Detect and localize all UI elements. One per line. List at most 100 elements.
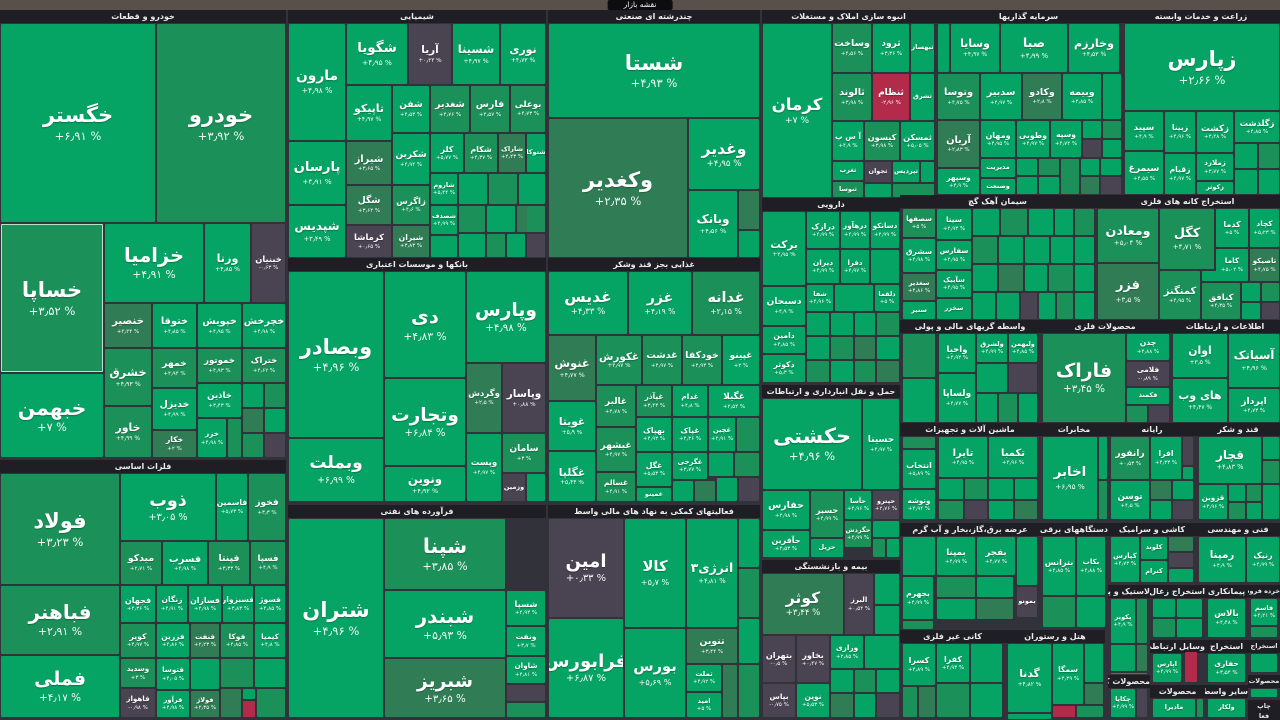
stock-tile[interactable]: وپست +۴٫۹۷ %	[467, 434, 501, 501]
stock-tile[interactable]: واحیا +۴٫۹۳ %	[939, 334, 975, 372]
stock-tile[interactable]: شپنا +۳٫۸۵ %	[385, 519, 505, 589]
stock-tile[interactable]: دامین +۴٫۸۵ %	[763, 327, 805, 353]
stock-tile[interactable]: شسپا +۴٫۹۳ %	[507, 591, 545, 625]
stock-tile[interactable]: شگل +۳٫۶۴ %	[347, 186, 391, 224]
filler-tile[interactable]	[903, 687, 917, 717]
stock-tile[interactable]: سنیر	[903, 302, 935, 319]
filler-tile[interactable]	[191, 659, 219, 689]
filler-tile[interactable]	[855, 694, 875, 717]
stock-tile[interactable]: فسرب +۴٫۹۸ %	[163, 542, 207, 584]
filler-tile[interactable]	[1137, 689, 1147, 717]
stock-tile[interactable]: ثشرق	[911, 74, 934, 120]
filler-tile[interactable]	[871, 250, 899, 283]
stock-tile[interactable]: شبریز +۳٫۶۵ %	[385, 659, 505, 717]
filler-tile[interactable]	[865, 184, 891, 197]
stock-tile[interactable]: بپاس -۰٫۷۵ %	[763, 684, 795, 717]
filler-tile[interactable]	[1153, 619, 1175, 637]
filler-tile[interactable]	[877, 313, 899, 335]
filler-tile[interactable]	[527, 234, 545, 257]
stock-tile[interactable]: مادیرا	[1153, 699, 1195, 717]
filler-tile[interactable]	[1251, 627, 1277, 637]
filler-tile[interactable]	[1081, 177, 1099, 194]
stock-tile[interactable]: وخارزم +۴٫۵۳ %	[1069, 24, 1119, 72]
filler-tile[interactable]	[431, 236, 457, 257]
stock-tile[interactable]: زقیام +۴٫۹۷ %	[1165, 154, 1195, 194]
stock-tile[interactable]: خچرخش +۴٫۹۸ %	[243, 304, 285, 347]
filler-tile[interactable]	[877, 337, 899, 359]
stock-tile[interactable]: فوکا +۴٫۸۵ %	[221, 624, 253, 657]
stock-tile[interactable]: ثغرب	[833, 162, 863, 180]
stock-tile[interactable]: کبافق +۴٫۳۵ %	[1202, 283, 1240, 319]
filler-tile[interactable]	[937, 577, 975, 597]
stock-tile[interactable]: میدکو +۲٫۷۱ %	[121, 542, 161, 584]
stock-tile[interactable]: وبانک +۴٫۵۶ %	[689, 191, 737, 257]
filler-tile[interactable]	[1111, 645, 1135, 671]
filler-tile[interactable]	[1015, 501, 1037, 519]
stock-tile[interactable]: وزمین	[503, 474, 525, 501]
stock-tile[interactable]: ثجوان	[865, 162, 891, 182]
filler-tile[interactable]	[1019, 394, 1037, 422]
filler-tile[interactable]	[921, 162, 934, 182]
stock-tile[interactable]: رنیک +۴٫۹۹ %	[1247, 537, 1279, 582]
stock-tile[interactable]: غپاک +۴٫۳۶ %	[673, 418, 707, 451]
stock-tile[interactable]: شکربن +۴٫۹۴ %	[393, 134, 429, 184]
stock-tile[interactable]: ولکار	[1208, 699, 1245, 717]
filler-tile[interactable]	[739, 665, 759, 717]
stock-tile[interactable]: آریان +۲٫۸۳ %	[938, 121, 979, 167]
filler-tile[interactable]	[873, 539, 885, 557]
stock-tile[interactable]: شپدیس +۳٫۴۹ %	[289, 206, 345, 257]
stock-tile[interactable]: چکاپا +۴٫۹۹ %	[1111, 689, 1135, 717]
filler-tile[interactable]	[973, 237, 997, 263]
stock-tile[interactable]: کیسون +۳٫۹۸ %	[865, 122, 899, 160]
filler-tile[interactable]	[887, 539, 899, 557]
stock-tile[interactable]: وسپهر +۴٫۹ %	[938, 169, 979, 194]
stock-tile[interactable]: غبشهر +۴٫۹۷ %	[597, 428, 635, 471]
stock-tile[interactable]: ثمسکن +۵٫۰۵ %	[901, 122, 934, 160]
stock-tile[interactable]: حسینا +۴٫۹۷ %	[863, 399, 899, 489]
stock-tile[interactable]: کمنگنز +۴٫۹۵ %	[1160, 271, 1200, 319]
filler-tile[interactable]	[243, 434, 263, 457]
stock-tile[interactable]: درازک +۴٫۹۹ %	[807, 212, 839, 248]
filler-tile[interactable]	[1137, 599, 1147, 643]
stock-tile[interactable]: بخاور +۰٫۴۷ %	[797, 636, 829, 682]
filler-tile[interactable]	[973, 209, 999, 235]
stock-tile[interactable]: تکمبا +۴٫۹۶ %	[989, 437, 1037, 477]
stock-tile[interactable]: کسرا +۴٫۸۹ %	[903, 644, 935, 685]
filler-tile[interactable]	[989, 479, 1013, 499]
stock-tile[interactable]: ونفت +۳٫۷ %	[507, 627, 545, 655]
filler-tile[interactable]	[873, 521, 899, 537]
stock-tile[interactable]: دیران +۴٫۹۹ %	[807, 250, 839, 283]
stock-tile[interactable]: شستا +۴٫۹۳ %	[549, 24, 759, 117]
stock-tile[interactable]: فملی +۴٫۱۷ %	[1, 656, 119, 717]
stock-tile[interactable]: وتجارت +۶٫۸۴ %	[385, 379, 465, 465]
stock-tile[interactable]: شاوان +۴٫۸۱ %	[507, 657, 545, 683]
stock-tile[interactable]: وتوسا +۴٫۷۵ %	[938, 74, 979, 119]
filler-tile[interactable]	[1263, 485, 1279, 519]
filler-tile[interactable]	[737, 418, 759, 451]
filler-tile[interactable]	[1055, 209, 1073, 235]
filler-tile[interactable]	[938, 24, 949, 72]
stock-tile[interactable]: ثرود +۳٫۳۶ %	[873, 24, 909, 72]
filler-tile[interactable]	[1153, 599, 1175, 617]
filler-tile[interactable]	[243, 409, 263, 432]
filler-tile[interactable]	[1169, 537, 1193, 551]
stock-tile[interactable]: سامان +۳ %	[503, 434, 545, 472]
stock-tile[interactable]: خپویش +۴٫۹۵ %	[198, 304, 241, 347]
filler-tile[interactable]	[877, 694, 899, 717]
filler-tile[interactable]	[965, 501, 987, 519]
stock-tile[interactable]: غدشت +۴٫۹۷ %	[643, 336, 681, 384]
filler-tile[interactable]	[1043, 597, 1075, 627]
filler-tile[interactable]	[243, 384, 263, 407]
stock-tile[interactable]: ذوب +۳٫۰۵ %	[121, 474, 215, 540]
filler-tile[interactable]	[1183, 467, 1193, 479]
filler-tile[interactable]	[831, 694, 853, 717]
filler-tile[interactable]	[507, 703, 545, 717]
stock-tile[interactable]: شبندر +۵٫۹۳ %	[385, 591, 505, 657]
filler-tile[interactable]	[527, 474, 545, 501]
stock-tile[interactable]: بتهران -۰٫۵ %	[763, 636, 795, 682]
filler-tile[interactable]	[831, 670, 853, 692]
stock-tile[interactable]: حآفرین +۴٫۵۳ %	[763, 531, 809, 557]
filler-tile[interactable]	[487, 234, 505, 257]
stock-tile[interactable]: خدیزل +۴٫۹۹ %	[153, 389, 196, 429]
stock-tile[interactable]: کوثر +۳٫۴۴ %	[763, 574, 843, 634]
